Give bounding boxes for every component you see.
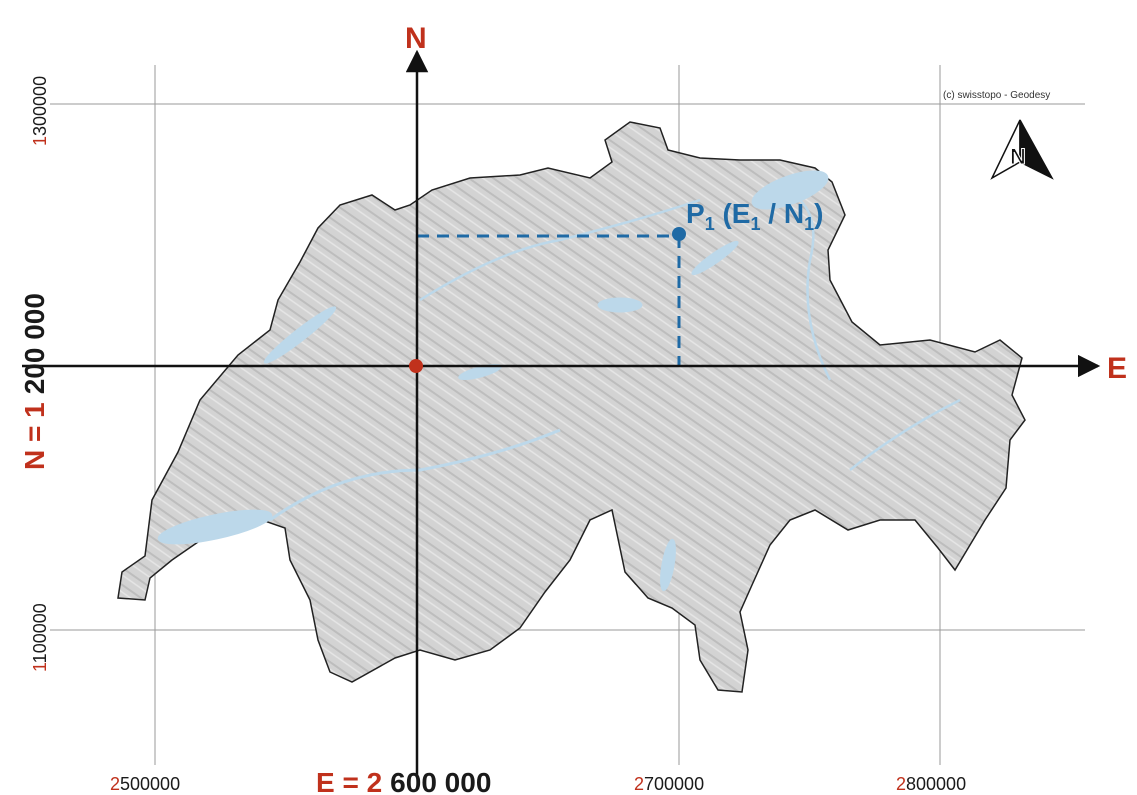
- origin-easting-label: E = 2 600 000: [316, 767, 491, 795]
- point-projection-lines: [417, 234, 681, 366]
- north-arrow-right-half: [1019, 119, 1054, 180]
- east-axis-label: E: [1107, 352, 1127, 385]
- point-p1: [672, 227, 686, 241]
- river-aare: [419, 198, 701, 302]
- river-rhine: [799, 199, 832, 381]
- origin-northing-label: N = 1200 000: [19, 293, 50, 470]
- north-arrow-letter: N: [1010, 144, 1026, 169]
- lake-neuchatel: [263, 306, 337, 364]
- water-features: [157, 170, 961, 592]
- northing-label-1100000: 1100000: [30, 603, 50, 672]
- north-axis-label: N: [405, 22, 427, 55]
- lake-maggiore: [660, 538, 676, 592]
- easting-label-2700000: 2700000: [634, 774, 704, 794]
- north-arrow-icon: N: [990, 119, 1054, 180]
- river-inn: [849, 398, 961, 471]
- lake-zurich: [691, 240, 739, 276]
- lake-constance: [751, 170, 829, 210]
- lake-geneva: [157, 509, 273, 545]
- origin-point: [409, 359, 423, 373]
- copyright-text: (c) swisstopo - Geodesy: [943, 90, 1050, 101]
- lake-lucerne: [597, 297, 643, 313]
- switzerland-map: [117, 121, 1026, 693]
- river-rhone: [269, 428, 561, 522]
- switzerland-outline: [117, 121, 1026, 693]
- easting-label-2800000: 2800000: [896, 774, 966, 794]
- point-p1-label: P1 (E1 / N1): [686, 198, 823, 234]
- northing-label-1300000: 1300000: [30, 76, 50, 146]
- easting-label-2500000: 2500000: [110, 774, 180, 794]
